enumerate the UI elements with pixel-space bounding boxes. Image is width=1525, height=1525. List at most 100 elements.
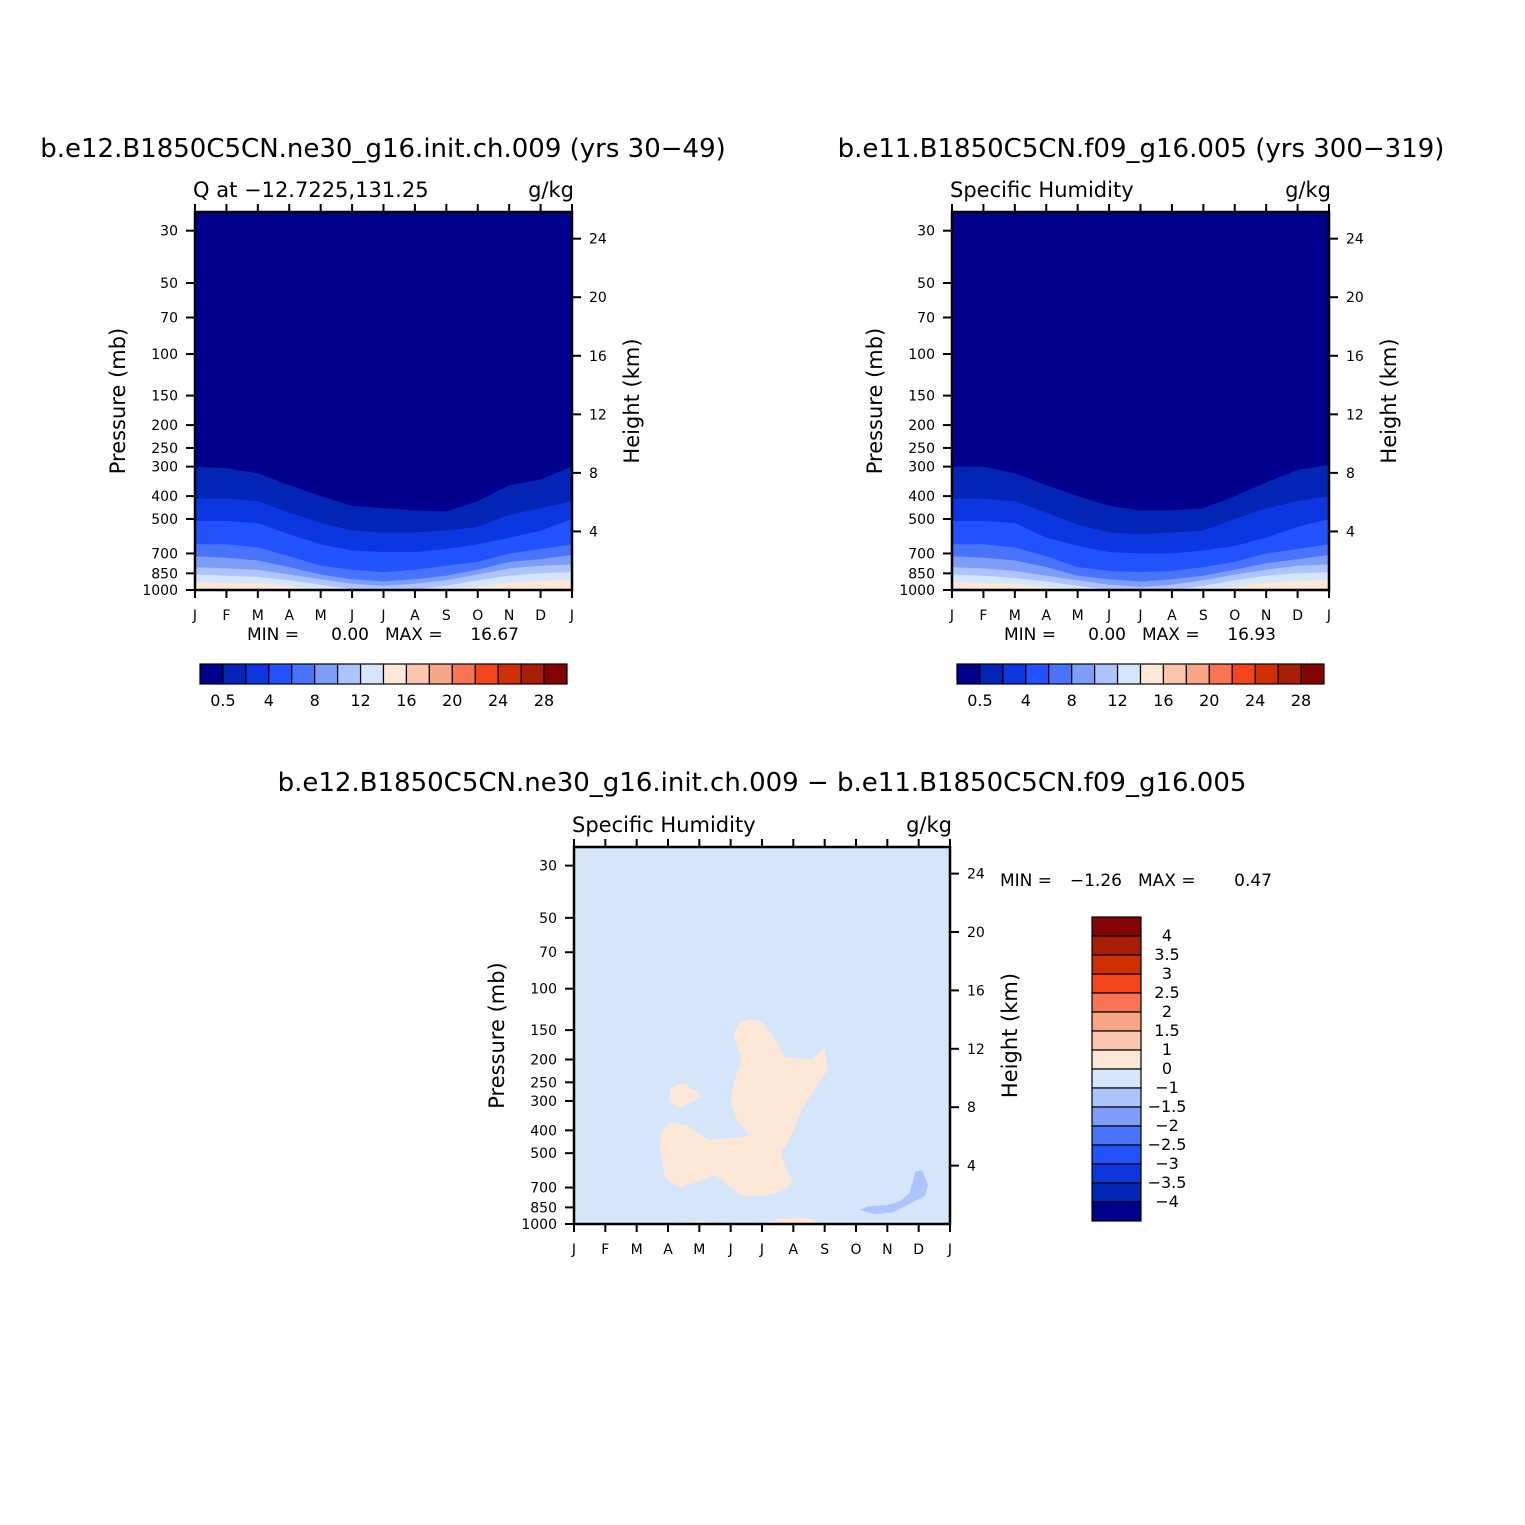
colorbar-label: 20	[442, 691, 462, 710]
y-axis-label: Pressure (mb)	[106, 328, 130, 475]
chart-panel-3: b.e12.B1850C5CN.ne30_g16.init.ch.009 − b…	[278, 768, 1272, 1258]
x-tick-label: F	[601, 1242, 609, 1258]
colorbar-box	[1091, 1125, 1142, 1146]
x-tick-label: J	[1106, 608, 1111, 624]
x-tick-label: N	[504, 608, 514, 624]
colorbar-box	[268, 663, 293, 685]
colorbar-label: 24	[1245, 691, 1265, 710]
colorbar-box	[497, 663, 522, 685]
y-tick-label: 200	[530, 1053, 557, 1069]
y-tick-label: 30	[917, 224, 935, 240]
y-axis-label: Pressure (mb)	[485, 962, 509, 1109]
x-tick-label: D	[913, 1242, 924, 1258]
colorbar-box	[956, 663, 981, 685]
max-label: MAX =	[385, 625, 443, 645]
y-tick-label: 100	[908, 347, 935, 363]
colorbar-box	[543, 663, 568, 685]
y-tick-label: 250	[530, 1075, 557, 1091]
y-tick-label: 400	[908, 489, 935, 505]
min-max-stats: MIN = 0.00 MAX = 16.67	[247, 625, 519, 645]
x-tick-label: J	[571, 1242, 576, 1258]
y-right-axis-label: Height (km)	[1377, 338, 1401, 463]
y-tick-label: 400	[530, 1123, 557, 1139]
units-label: g/kg	[1285, 178, 1331, 202]
x-tick-label: F	[222, 608, 230, 624]
y-tick-label: 300	[151, 460, 178, 476]
x-tick-label: J	[569, 608, 574, 624]
y-tick-label: 70	[539, 945, 557, 961]
x-tick-label: N	[882, 1242, 892, 1258]
min-value: −1.26	[1070, 871, 1122, 891]
min-max-stats: MIN = −1.26 MAX = 0.47	[1000, 871, 1272, 891]
colorbar-box	[1185, 663, 1210, 685]
colorbar-box	[1091, 1144, 1142, 1165]
colorbar-label: 1	[1162, 1040, 1172, 1059]
colorbar-label: 2.5	[1154, 983, 1179, 1002]
colorbar-label: 0.5	[210, 691, 235, 710]
y-right-tick-label: 20	[589, 290, 607, 306]
y-tick-label: 300	[908, 460, 935, 476]
colorbar-box	[1091, 954, 1142, 975]
y-right-axis-label: Height (km)	[998, 973, 1022, 1098]
y-tick-label: 150	[151, 389, 178, 405]
colorbar-box	[1208, 663, 1233, 685]
y-tick-label: 700	[908, 546, 935, 562]
y-tick-label: 1000	[899, 583, 935, 599]
colorbar-box	[1091, 992, 1142, 1013]
y-tick-label: 1000	[142, 583, 178, 599]
y-right-axis-label: Height (km)	[620, 338, 644, 463]
colorbar-label: 0.5	[967, 691, 992, 710]
colorbar-box	[314, 663, 339, 685]
units-label: g/kg	[906, 813, 952, 837]
min-label: MIN =	[247, 625, 299, 645]
colorbar: 43.532.521.510−1−1.5−2−2.5−3−3.5−4	[1091, 916, 1187, 1222]
colorbar-box	[1048, 663, 1073, 685]
colorbar-label: −2.5	[1148, 1135, 1187, 1154]
y-right-tick-label: 16	[1346, 349, 1364, 365]
y-right-tick-label: 16	[589, 349, 607, 365]
colorbar-box	[1091, 1201, 1142, 1222]
chart-title: b.e12.B1850C5CN.ne30_g16.init.ch.009 − b…	[278, 768, 1247, 798]
colorbar-box	[199, 663, 224, 685]
min-max-stats: MIN = 0.00 MAX = 16.93	[1004, 625, 1276, 645]
colorbar-box	[1277, 663, 1302, 685]
x-tick-label: S	[820, 1242, 829, 1258]
x-tick-label: J	[380, 608, 385, 624]
min-label: MIN =	[1000, 871, 1052, 891]
x-tick-label: J	[728, 1242, 733, 1258]
y-tick-label: 50	[539, 911, 557, 927]
colorbar-box	[1091, 1049, 1142, 1070]
y-right-tick-label: 24	[1346, 232, 1364, 248]
y-right-tick-label: 4	[1346, 524, 1355, 540]
chart-panel-2: b.e11.B1850C5CN.f09_g16.005 (yrs 300−319…	[838, 134, 1445, 710]
x-tick-label: M	[1009, 608, 1021, 624]
x-tick-label: J	[192, 608, 197, 624]
y-tick-label: 850	[530, 1200, 557, 1216]
y-tick-label: 500	[151, 512, 178, 528]
colorbar-label: 16	[396, 691, 416, 710]
colorbar-box	[520, 663, 545, 685]
y-tick-label: 850	[151, 566, 178, 582]
colorbar-label: 24	[488, 691, 508, 710]
colorbar-label: 4	[264, 691, 274, 710]
colorbar-label: −3.5	[1148, 1173, 1187, 1192]
contour-band	[952, 580, 1329, 590]
x-tick-label: M	[315, 608, 327, 624]
x-tick-label: D	[535, 608, 546, 624]
max-value: 16.93	[1227, 625, 1276, 645]
colorbar-box	[979, 663, 1004, 685]
x-tick-label: M	[693, 1242, 705, 1258]
colorbar-box	[1231, 663, 1256, 685]
y-tick-label: 400	[151, 489, 178, 505]
x-tick-label: S	[1199, 608, 1208, 624]
x-tick-label: M	[1072, 608, 1084, 624]
y-tick-label: 500	[530, 1146, 557, 1162]
plot-area	[574, 847, 950, 1224]
colorbar-box	[1300, 663, 1325, 685]
colorbar: 0.5 4 8 12 16 20 24 28	[956, 663, 1325, 710]
y-right-tick-label: 8	[967, 1100, 976, 1116]
colorbar-box	[1091, 1163, 1142, 1184]
colorbar-label: 3	[1162, 964, 1172, 983]
x-tick-label: S	[442, 608, 451, 624]
x-tick-label: J	[1326, 608, 1331, 624]
